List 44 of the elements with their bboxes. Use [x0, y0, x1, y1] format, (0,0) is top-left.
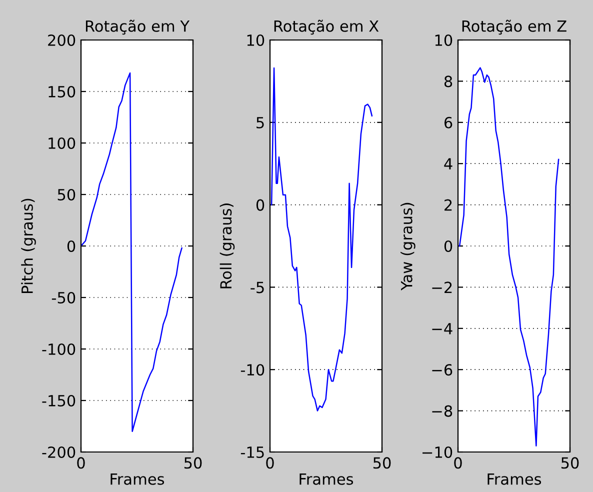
y-tick-label: 2 — [444, 199, 452, 211]
y-tick-label: -200 — [42, 446, 76, 458]
x-tick-label: 0 — [266, 457, 274, 469]
line-series — [81, 72, 182, 432]
y-tick-label: 5 — [256, 117, 264, 128]
y-tick-label: 4 — [444, 158, 452, 170]
x-axis-title: Frames — [110, 474, 164, 485]
x-tick-label: 50 — [561, 457, 579, 469]
x-tick-label: 0 — [77, 457, 85, 469]
line-series — [458, 67, 560, 446]
line-series — [270, 67, 373, 412]
y-tick-label: −2 — [432, 282, 452, 294]
y-axis-title: Roll (graus) — [220, 204, 235, 288]
y-tick-label: 8 — [444, 76, 452, 88]
y-tick-label: 6 — [444, 116, 452, 128]
y-tick-label: −8 — [432, 405, 452, 417]
x-axis-title: Frames — [488, 474, 542, 485]
y-tick-label: 10 — [435, 34, 452, 46]
y-tick-label: -15 — [240, 446, 264, 458]
y-tick-label: -50 — [52, 292, 76, 304]
x-tick-label: 0 — [454, 457, 462, 469]
y-tick-label: 0 — [256, 199, 264, 211]
y-tick-label: 100 — [48, 137, 76, 150]
y-tick-label: 200 — [48, 34, 76, 46]
y-tick-label: 50 — [58, 188, 76, 201]
y-tick-label: 10 — [247, 34, 264, 46]
y-tick-label: 150 — [48, 86, 76, 98]
chart-title: Rotação em X — [274, 20, 379, 35]
x-tick-label: 50 — [184, 457, 202, 469]
y-axis-title: Pitch (graus) — [21, 198, 36, 293]
x-axis-title: Frames — [300, 474, 354, 485]
y-tick-label: -150 — [42, 394, 76, 407]
y-tick-label: -10 — [240, 364, 264, 376]
y-tick-label: -100 — [42, 343, 76, 356]
chart-title: Rotação em Y — [86, 20, 190, 35]
y-tick-label: −6 — [432, 364, 452, 376]
chart-title: Rotação em Z — [462, 20, 566, 35]
y-tick-label: 0 — [444, 240, 452, 252]
x-tick-label: 50 — [373, 457, 391, 469]
y-tick-label: −10 — [422, 446, 452, 458]
y-tick-label: -5 — [250, 282, 264, 294]
y-tick-label: 0 — [67, 240, 76, 252]
y-tick-label: −4 — [432, 323, 452, 334]
y-axis-title: Yaw (graus) — [400, 202, 416, 290]
